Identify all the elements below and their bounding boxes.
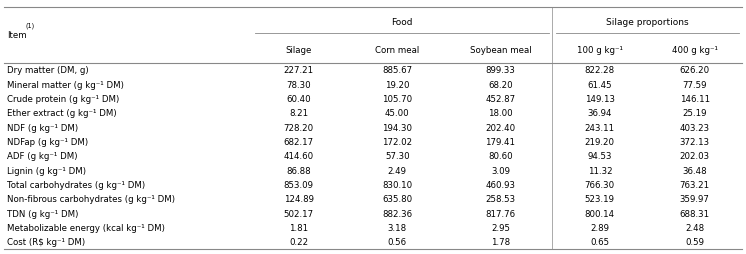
Text: 68.20: 68.20: [488, 81, 513, 89]
Text: Dry matter (DM, g): Dry matter (DM, g): [7, 66, 88, 75]
Text: 822.28: 822.28: [585, 66, 615, 75]
Text: Cost (R$ kg⁻¹ DM): Cost (R$ kg⁻¹ DM): [7, 237, 85, 246]
Text: 36.94: 36.94: [588, 109, 612, 118]
Text: 94.53: 94.53: [588, 152, 612, 161]
Text: 372.13: 372.13: [680, 137, 710, 146]
Text: 78.30: 78.30: [286, 81, 311, 89]
Text: 2.89: 2.89: [590, 223, 609, 232]
Text: Silage proportions: Silage proportions: [606, 18, 689, 27]
Text: 800.14: 800.14: [585, 209, 615, 218]
Text: 0.65: 0.65: [590, 237, 609, 246]
Text: 100 g kg⁻¹: 100 g kg⁻¹: [577, 46, 623, 55]
Text: Non-fibrous carbohydrates (g kg⁻¹ DM): Non-fibrous carbohydrates (g kg⁻¹ DM): [7, 195, 175, 203]
Text: 688.31: 688.31: [680, 209, 710, 218]
Text: 3.09: 3.09: [491, 166, 510, 175]
Text: 18.00: 18.00: [488, 109, 513, 118]
Text: Corn meal: Corn meal: [375, 46, 419, 55]
Text: 682.17: 682.17: [283, 137, 314, 146]
Text: 817.76: 817.76: [486, 209, 515, 218]
Text: 899.33: 899.33: [486, 66, 515, 75]
Text: 0.56: 0.56: [388, 237, 407, 246]
Text: 882.36: 882.36: [382, 209, 413, 218]
Text: Ether extract (g kg⁻¹ DM): Ether extract (g kg⁻¹ DM): [7, 109, 116, 118]
Text: 86.88: 86.88: [286, 166, 311, 175]
Text: Total carbohydrates (g kg⁻¹ DM): Total carbohydrates (g kg⁻¹ DM): [7, 180, 145, 189]
Text: 243.11: 243.11: [585, 123, 615, 132]
Text: TDN (g kg⁻¹ DM): TDN (g kg⁻¹ DM): [7, 209, 78, 218]
Text: 0.22: 0.22: [289, 237, 308, 246]
Text: 523.19: 523.19: [585, 195, 615, 203]
Text: NDF (g kg⁻¹ DM): NDF (g kg⁻¹ DM): [7, 123, 78, 132]
Text: ADF (g kg⁻¹ DM): ADF (g kg⁻¹ DM): [7, 152, 78, 161]
Text: 0.59: 0.59: [686, 237, 704, 246]
Text: 403.23: 403.23: [680, 123, 710, 132]
Text: 3.18: 3.18: [388, 223, 407, 232]
Text: 60.40: 60.40: [286, 95, 311, 104]
Text: 359.97: 359.97: [680, 195, 709, 203]
Text: 258.53: 258.53: [486, 195, 515, 203]
Text: Item: Item: [7, 31, 26, 40]
Text: 149.13: 149.13: [585, 95, 615, 104]
Text: 2.48: 2.48: [686, 223, 704, 232]
Text: 219.20: 219.20: [585, 137, 615, 146]
Text: (1): (1): [25, 22, 34, 29]
Text: 2.49: 2.49: [388, 166, 407, 175]
Text: NDFap (g kg⁻¹ DM): NDFap (g kg⁻¹ DM): [7, 137, 88, 146]
Text: 25.19: 25.19: [683, 109, 707, 118]
Text: 124.89: 124.89: [283, 195, 314, 203]
Text: 146.11: 146.11: [680, 95, 710, 104]
Text: 80.60: 80.60: [488, 152, 513, 161]
Text: 45.00: 45.00: [385, 109, 410, 118]
Text: 400 g kg⁻¹: 400 g kg⁻¹: [672, 46, 718, 55]
Text: 61.45: 61.45: [588, 81, 612, 89]
Text: Metabolizable energy (kcal kg⁻¹ DM): Metabolizable energy (kcal kg⁻¹ DM): [7, 223, 165, 232]
Text: 57.30: 57.30: [385, 152, 410, 161]
Text: 2.95: 2.95: [491, 223, 510, 232]
Text: 452.87: 452.87: [486, 95, 515, 104]
Text: 19.20: 19.20: [385, 81, 410, 89]
Text: 502.17: 502.17: [283, 209, 314, 218]
Text: 414.60: 414.60: [283, 152, 314, 161]
Text: Soybean meal: Soybean meal: [469, 46, 531, 55]
Text: 763.21: 763.21: [680, 180, 710, 189]
Text: Lignin (g kg⁻¹ DM): Lignin (g kg⁻¹ DM): [7, 166, 86, 175]
Text: 202.03: 202.03: [680, 152, 710, 161]
Text: Food: Food: [391, 18, 413, 27]
Text: 36.48: 36.48: [683, 166, 707, 175]
Text: 1.78: 1.78: [491, 237, 510, 246]
Text: 77.59: 77.59: [683, 81, 707, 89]
Text: 635.80: 635.80: [382, 195, 413, 203]
Text: 1.81: 1.81: [289, 223, 308, 232]
Text: 179.41: 179.41: [486, 137, 515, 146]
Text: 227.21: 227.21: [283, 66, 314, 75]
Text: 885.67: 885.67: [382, 66, 413, 75]
Text: Mineral matter (g kg⁻¹ DM): Mineral matter (g kg⁻¹ DM): [7, 81, 124, 89]
Text: 194.30: 194.30: [383, 123, 413, 132]
Text: 766.30: 766.30: [585, 180, 615, 189]
Text: 105.70: 105.70: [382, 95, 413, 104]
Text: 626.20: 626.20: [680, 66, 710, 75]
Text: 830.10: 830.10: [382, 180, 413, 189]
Text: 8.21: 8.21: [289, 109, 308, 118]
Text: Silage: Silage: [286, 46, 312, 55]
Text: 853.09: 853.09: [283, 180, 314, 189]
Text: 172.02: 172.02: [382, 137, 413, 146]
Text: 202.40: 202.40: [486, 123, 515, 132]
Text: Crude protein (g kg⁻¹ DM): Crude protein (g kg⁻¹ DM): [7, 95, 119, 104]
Text: 11.32: 11.32: [588, 166, 612, 175]
Text: 728.20: 728.20: [283, 123, 314, 132]
Text: 460.93: 460.93: [486, 180, 515, 189]
